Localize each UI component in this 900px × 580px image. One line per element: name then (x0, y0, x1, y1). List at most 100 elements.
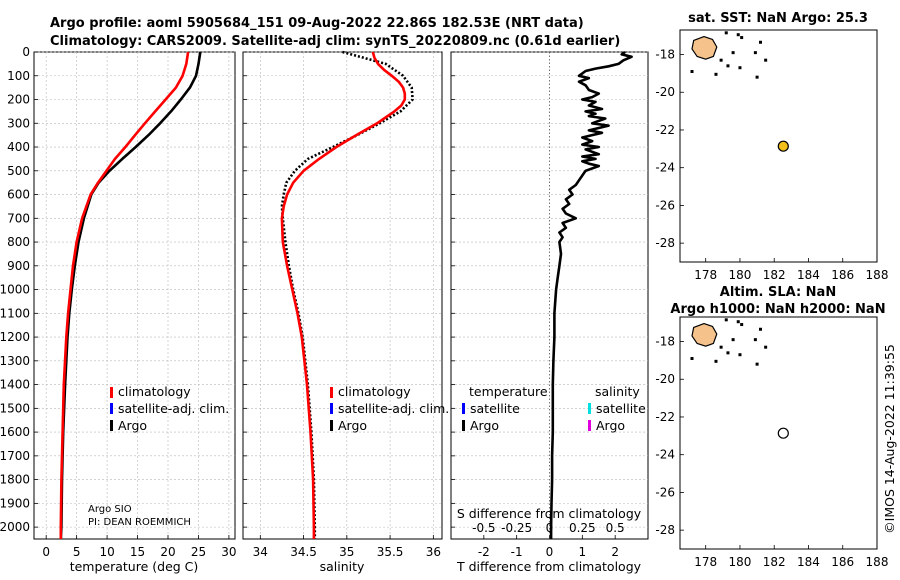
islet (726, 64, 730, 68)
legend-marker-climatology (110, 387, 113, 398)
islet (764, 345, 768, 349)
islet (753, 338, 757, 342)
y-tick-label: 1600 (0, 425, 30, 439)
legend-group-salinity: salinity (595, 384, 640, 399)
legend-label-argo: Argo (338, 418, 367, 433)
y-tick-label: 1900 (0, 496, 30, 510)
map-y-tick-label: -20 (655, 85, 675, 99)
annotation-argo-sio: Argo SIO (88, 504, 132, 515)
legend-marker-s-satellite (588, 403, 591, 414)
legend-marker-satellite-adj (110, 403, 113, 414)
difference-panel: -2 -1 0 1 2 T difference from climatology S … (450, 50, 649, 574)
legend-label-satellite-adj: satellite-adj. clim. (118, 401, 229, 416)
series-climatology (280, 51, 407, 539)
x-tick-label: 35 (339, 545, 354, 559)
y-tick-label: 2000 (0, 520, 30, 534)
series-argo (280, 50, 414, 539)
y-tick-label: 1200 (0, 330, 30, 344)
legend-label-s-argo: Argo (596, 418, 625, 433)
islet (738, 66, 742, 70)
sst-map-axes-box (679, 29, 878, 263)
y-tick-label: 1700 (0, 449, 30, 463)
figure-title-line1: Argo profile: aoml 5905684_151 09-Aug-20… (50, 16, 584, 31)
series-argo-t-climatology (549, 50, 633, 539)
island-land (691, 323, 718, 347)
legend-marker-t-satellite (462, 403, 465, 414)
s-diff-tick-label: 0.5 (606, 521, 625, 535)
y-tick-label: 700 (7, 211, 30, 225)
x-tick-label: 35.5 (377, 545, 404, 559)
islet (719, 345, 723, 349)
temperature-panel: 0100200300400500600700800900100011001200… (0, 45, 237, 574)
figure-title-line2: Climatology: CARS2009. Satellite-adj cli… (50, 34, 620, 49)
islet (755, 362, 759, 366)
map-x-tick-label: 184 (797, 555, 820, 569)
legend-label-argo: Argo (118, 418, 147, 433)
y-tick-label: 1500 (0, 401, 30, 415)
y-tick-label: 600 (7, 188, 30, 202)
x-tick-label: 20 (160, 545, 175, 559)
x-tick-label: 10 (99, 545, 114, 559)
x-tick-label: 15 (130, 545, 145, 559)
temperature-xlabel: temperature (deg C) (70, 559, 199, 574)
islet (736, 33, 740, 37)
x-tick-label: 34.5 (290, 545, 317, 559)
s-diff-tick-label: 0 (546, 521, 554, 535)
legend-marker-t-argo (462, 420, 465, 431)
islet (759, 327, 763, 331)
sla-map-panel: Altim. SLA: NaN Argo h1000: NaN h2000: N… (655, 285, 888, 569)
legend-label-s-satellite: satellite (596, 401, 646, 416)
y-tick-label: 300 (7, 116, 30, 130)
islet (755, 75, 759, 79)
map-y-tick-label: -18 (655, 48, 675, 62)
map-y-tick-label: -26 (655, 198, 675, 212)
s-diff-tick-label: -0.5 (472, 521, 495, 535)
x-tick-label: 25 (191, 545, 206, 559)
map-x-tick-label: 180 (729, 555, 752, 569)
islet (740, 36, 744, 40)
map-y-tick-label: -20 (655, 372, 675, 386)
map-y-tick-label: -26 (655, 485, 675, 499)
y-tick-label: 1000 (0, 283, 30, 297)
legend-label-t-satellite: satellite (470, 401, 520, 416)
map-x-tick-label: 186 (831, 268, 854, 282)
x-tick-label: 1 (579, 545, 587, 559)
map-x-tick-label: 180 (729, 268, 752, 282)
x-tick-label: 30 (221, 545, 236, 559)
map-x-tick-label: 182 (763, 555, 786, 569)
x-tick-label: 2 (611, 545, 619, 559)
series-climatology (59, 51, 190, 539)
difference-xlabel: T difference from climatology (456, 559, 642, 574)
temperature-legend: climatology satellite-adj. clim. Argo (110, 384, 229, 433)
y-tick-label: 100 (7, 69, 30, 83)
sla-map-axes-box (679, 316, 878, 550)
islet (731, 338, 735, 342)
difference-legend: temperature satellite Argo salinity sate… (462, 384, 646, 433)
legend-marker-satellite-adj (330, 403, 333, 414)
y-tick-label: 1300 (0, 354, 30, 368)
map-y-tick-label: -22 (655, 410, 675, 424)
y-tick-label: 1100 (0, 306, 30, 320)
legend-marker-argo (110, 420, 113, 431)
salinity-axes-box (242, 51, 443, 540)
map-y-tick-label: -28 (655, 236, 675, 250)
islet (740, 323, 744, 327)
map-x-tick-label: 188 (866, 555, 889, 569)
map-y-tick-label: -24 (655, 448, 675, 462)
y-tick-label: 400 (7, 140, 30, 154)
map-y-tick-label: -24 (655, 161, 675, 175)
map-y-tick-label: -22 (655, 123, 675, 137)
islet (726, 351, 730, 355)
islet (719, 58, 723, 62)
y-tick-label: 800 (7, 235, 30, 249)
map-x-tick-label: 184 (797, 268, 820, 282)
map-y-tick-label: -28 (655, 523, 675, 537)
y-tick-label: 0 (22, 45, 30, 59)
x-tick-label: 0 (546, 545, 554, 559)
s-diff-tick-label: -0.25 (501, 521, 532, 535)
s-diff-tick-label: 0.25 (569, 521, 596, 535)
salinity-panel: 34 34.5 35 35.5 36 salinity climatology sate… (242, 50, 449, 574)
islet (736, 320, 740, 324)
y-tick-label: 200 (7, 93, 30, 107)
legend-marker-climatology (330, 387, 333, 398)
